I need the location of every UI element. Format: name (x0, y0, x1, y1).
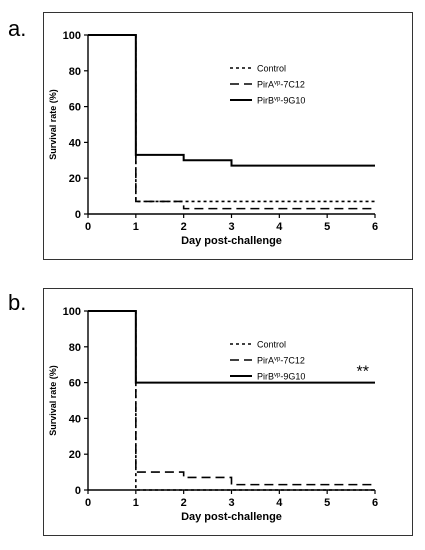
panel-label-a: a. (8, 16, 27, 41)
series-line-b-0 (88, 310, 375, 491)
y-tick-label-b-1: 20 (69, 449, 81, 461)
y-tick-label-a-5: 100 (63, 30, 81, 42)
series-line-a-0 (88, 34, 375, 203)
series-line-b-1 (88, 310, 375, 486)
chart-panel-b: 0 1 2 3 4 5 6 0 20 40 60 80 100 Day post-challenge Sur… (43, 288, 413, 536)
x-tick-label-b-1: 1 (133, 497, 139, 509)
series-line-b-2 (88, 310, 375, 384)
y-tick-label-a-4: 80 (69, 66, 81, 78)
x-tick-label-a-5: 5 (324, 221, 330, 233)
x-tick-label-b-0: 0 (85, 497, 91, 509)
x-tick-label-b-4: 4 (276, 497, 283, 509)
legend-label-a-1: PirAvp-7C12 (257, 80, 305, 90)
series-line-a-1 (88, 34, 375, 210)
x-tick-label-b-2: 2 (181, 497, 187, 509)
x-tick-label-b-5: 5 (324, 497, 330, 509)
legend-label-a-0: Control (257, 64, 286, 74)
y-tick-label-a-1: 20 (69, 173, 81, 185)
y-tick-label-b-3: 60 (69, 378, 81, 390)
x-tick-label-a-4: 4 (276, 221, 283, 233)
x-tick-label-a-6: 6 (372, 221, 378, 233)
x-axis-label-b: Day post-challenge (181, 511, 282, 523)
x-tick-label-a-1: 1 (133, 221, 139, 233)
chart-panel-a: 0 1 2 3 4 5 6 0 20 40 60 80 100 Day post-challenge Sur… (43, 12, 413, 260)
y-tick-label-a-2: 40 (69, 137, 81, 149)
y-tick-label-b-5: 100 (63, 306, 81, 318)
legend-label-b-1: PirAvp-7C12 (257, 356, 305, 366)
y-axis-label-a: Survival rate (%) (48, 89, 58, 160)
series-line-a-2 (88, 34, 375, 167)
y-tick-label-a-3: 60 (69, 102, 81, 114)
legend-label-b-0: Control (257, 340, 286, 350)
legend-label-b-2: PirBvp-9G10 (257, 372, 305, 382)
y-tick-label-b-2: 40 (69, 413, 81, 425)
x-tick-label-a-2: 2 (181, 221, 187, 233)
y-tick-label-b-4: 80 (69, 342, 81, 354)
x-tick-label-a-3: 3 (228, 221, 234, 233)
y-axis-label-b: Survival rate (%) (48, 365, 58, 436)
x-tick-label-a-0: 0 (85, 221, 91, 233)
y-tick-label-b-0: 0 (75, 485, 81, 497)
x-tick-label-b-6: 6 (372, 497, 378, 509)
significance-annotation-b: ** (357, 364, 369, 381)
x-tick-label-b-3: 3 (228, 497, 234, 509)
y-tick-label-a-0: 0 (75, 209, 81, 221)
panel-label-b: b. (8, 290, 27, 315)
x-axis-label-a: Day post-challenge (181, 235, 282, 247)
legend-label-a-2: PirBvp-9G10 (257, 96, 305, 106)
